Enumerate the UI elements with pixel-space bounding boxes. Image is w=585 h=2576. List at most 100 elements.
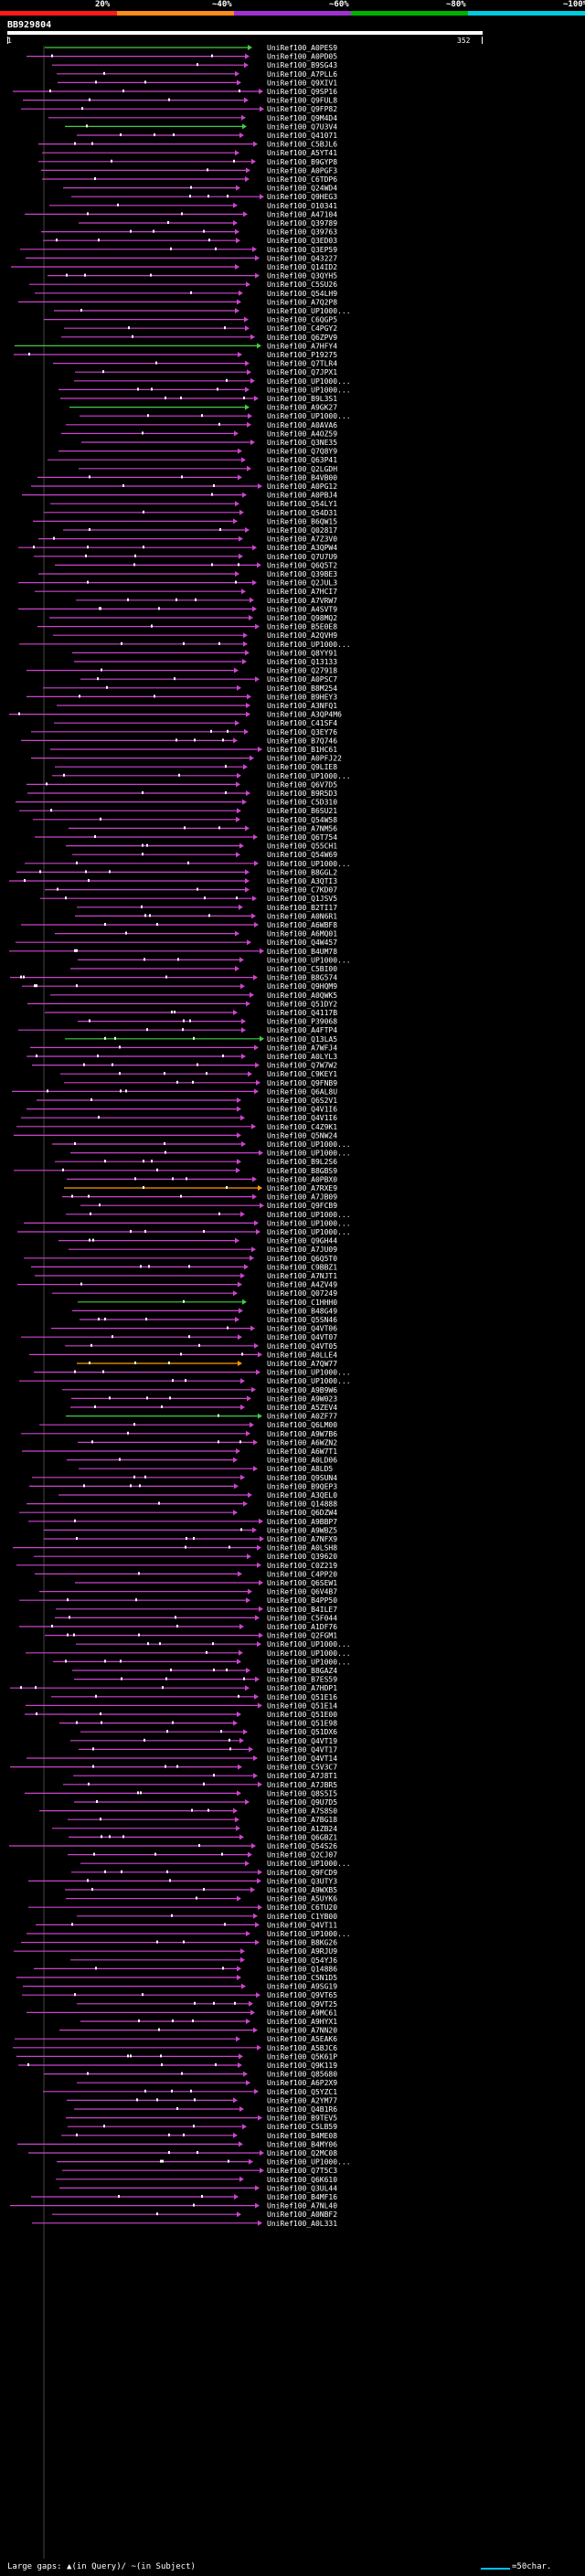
hit-label[interactable]: UniRef100_C6TU20 — [267, 1903, 337, 1912]
hit-row[interactable]: UniRef100_A7BG18 — [68, 1816, 337, 1824]
hit-label[interactable]: UniRef100_UP1000... — [267, 1228, 351, 1236]
hit-row[interactable]: UniRef100_Q9SUN4 — [32, 1474, 337, 1482]
hit-label[interactable]: UniRef100_C6QGP5 — [267, 316, 337, 324]
hit-row[interactable]: UniRef100_Q41071 — [77, 132, 337, 140]
hit-row[interactable]: UniRef100_A6WZN2 — [78, 1438, 337, 1447]
hit-label[interactable]: UniRef100_C6TDP6 — [267, 175, 337, 184]
hit-label[interactable]: UniRef100_B48G49 — [267, 1307, 337, 1315]
hit-label[interactable]: UniRef100_Q7JPX1 — [267, 368, 337, 376]
hit-label[interactable]: UniRef100_B9R5D3 — [267, 790, 337, 798]
hit-label[interactable]: UniRef100_Q85680 — [267, 2071, 337, 2079]
hit-row[interactable]: UniRef100_A5YT41 — [42, 149, 337, 157]
hit-label[interactable]: UniRef100_UP1000... — [267, 1860, 351, 1868]
hit-row[interactable]: UniRef100_B9HEY3 — [27, 693, 337, 701]
hit-row[interactable]: UniRef100_A3QTI3 — [9, 877, 337, 885]
hit-row[interactable]: UniRef100_Q9HEG3 — [71, 193, 337, 201]
hit-label[interactable]: UniRef100_B4MF16 — [267, 2193, 337, 2201]
hit-label[interactable]: UniRef100_Q4VT17 — [267, 1745, 337, 1754]
hit-label[interactable]: UniRef100_C9KEY1 — [267, 1070, 337, 1078]
hit-label[interactable]: UniRef100_Q55CH1 — [267, 843, 337, 851]
hit-row[interactable]: UniRef100_B9QEP3 — [29, 1482, 337, 1490]
hit-label[interactable]: UniRef100_A7HFY4 — [267, 342, 337, 350]
hit-label[interactable]: UniRef100_Q51E00 — [267, 1711, 337, 1719]
hit-label[interactable]: UniRef100_A7QW77 — [267, 1360, 337, 1368]
hit-label[interactable]: UniRef100_A7PLL6 — [267, 70, 337, 79]
hit-label[interactable]: UniRef100_Q6GBZ1 — [267, 1833, 337, 1841]
hit-label[interactable]: UniRef100_Q9HEG3 — [267, 193, 337, 201]
hit-label[interactable]: UniRef100_Q9M4D4 — [267, 114, 337, 122]
hit-label[interactable]: UniRef100_A2QVH9 — [267, 631, 337, 640]
hit-row[interactable]: UniRef100_C9KEY1 — [60, 1070, 337, 1078]
hit-label[interactable]: UniRef100_Q7U7U9 — [267, 553, 337, 561]
hit-label[interactable]: UniRef100_A4SVT9 — [267, 605, 337, 613]
hit-row[interactable]: UniRef100_UP1000... — [27, 1930, 351, 1938]
hit-row[interactable]: UniRef100_Q4VT05 — [65, 1342, 337, 1351]
hit-label[interactable]: UniRef100_Q6K610 — [267, 2176, 337, 2184]
hit-row[interactable]: UniRef100_Q3NE35 — [81, 439, 337, 447]
hit-row[interactable]: UniRef100_Q98MQ2 — [49, 614, 337, 622]
hit-row[interactable]: UniRef100_Q51E98 — [59, 1720, 337, 1728]
hit-row[interactable]: UniRef100_C5D310 — [16, 799, 337, 807]
hit-label[interactable]: UniRef100_A7J8T1 — [267, 1772, 337, 1780]
hit-label[interactable]: UniRef100_Q2CJ07 — [267, 1851, 337, 1860]
hit-row[interactable]: UniRef100_A7PLL6 — [57, 70, 337, 79]
hit-label[interactable]: UniRef100_C4PGY2 — [267, 324, 337, 333]
hit-label[interactable]: UniRef100_A5EAK6 — [267, 2035, 337, 2043]
hit-label[interactable]: UniRef100_UP1000... — [267, 1377, 351, 1385]
hit-row[interactable]: UniRef100_Q2CJ07 — [68, 1851, 337, 1860]
hit-label[interactable]: UniRef100_A3NFQ1 — [267, 702, 337, 710]
hit-row[interactable]: UniRef100_A1ZB24 — [52, 1825, 337, 1833]
hit-label[interactable]: UniRef100_A6W7T1 — [267, 1447, 337, 1456]
hit-row[interactable]: UniRef100_Q6Q5T2 — [55, 561, 337, 569]
hit-row[interactable]: UniRef100_C6QGP5 — [44, 316, 337, 324]
hit-label[interactable]: UniRef100_UP1000... — [267, 2158, 351, 2167]
hit-row[interactable]: UniRef100_A0QWK5 — [50, 991, 337, 1000]
hit-row[interactable]: UniRef100_B9L2S6 — [55, 1158, 337, 1166]
hit-row[interactable]: UniRef100_Q39BE3 — [38, 570, 337, 578]
hit-row[interactable]: UniRef100_C5N1D5 — [16, 1974, 337, 1982]
hit-label[interactable]: UniRef100_A9HYX1 — [267, 2018, 337, 2026]
hit-label[interactable]: UniRef100_Q5K61P — [267, 2052, 337, 2061]
hit-row[interactable]: UniRef100_Q51E16 — [51, 1693, 337, 1701]
hit-row[interactable]: UniRef100_A0LD06 — [67, 1457, 337, 1465]
hit-label[interactable]: UniRef100_Q2LGDH — [267, 465, 337, 473]
hit-row[interactable]: UniRef100_A7HCI7 — [35, 588, 337, 596]
hit-row[interactable]: UniRef100_O10341 — [49, 202, 337, 210]
hit-label[interactable]: UniRef100_A7JBR5 — [267, 1781, 337, 1789]
hit-label[interactable]: UniRef100_UP1000... — [267, 412, 351, 420]
hit-row[interactable]: UniRef100_Q13LA5 — [65, 1035, 337, 1044]
hit-label[interactable]: UniRef100_Q5NW24 — [267, 1131, 337, 1140]
hit-label[interactable]: UniRef100_A9MC61 — [267, 2009, 337, 2017]
hit-row[interactable]: UniRef100_A7NN20 — [59, 2027, 337, 2035]
hit-row[interactable]: UniRef100_A3QP4M6 — [9, 711, 342, 719]
hit-row[interactable]: UniRef100_A7J8T1 — [73, 1772, 337, 1780]
hit-row[interactable]: UniRef100_A7NL40 — [10, 2202, 337, 2210]
hit-row[interactable]: UniRef100_C5BI00 — [70, 965, 337, 973]
hit-row[interactable]: UniRef100_A8LD5 — [79, 1465, 333, 1473]
hit-row[interactable]: UniRef100_A9RJU9 — [14, 1947, 337, 1956]
hit-label[interactable]: UniRef100_Q9FNB9 — [267, 1079, 337, 1087]
hit-row[interactable]: UniRef100_A47104 — [25, 210, 337, 218]
hit-row[interactable]: UniRef100_Q7U3V4 — [65, 122, 337, 131]
hit-label[interactable]: UniRef100_B9L3S1 — [267, 395, 337, 403]
hit-row[interactable]: UniRef100_B8M254 — [43, 684, 337, 693]
hit-label[interactable]: UniRef100_B4UM78 — [267, 948, 337, 956]
hit-row[interactable]: UniRef100_B4UM78 — [9, 948, 337, 956]
hit-row[interactable]: UniRef100_A6MQ01 — [55, 930, 337, 938]
hit-label[interactable]: UniRef100_B8GAZ4 — [267, 1667, 337, 1675]
hit-label[interactable]: UniRef100_C4PP20 — [267, 1570, 337, 1578]
hit-label[interactable]: UniRef100_C7KD07 — [267, 886, 337, 895]
hit-label[interactable]: UniRef100_Q9FP82 — [267, 105, 337, 113]
hit-label[interactable]: UniRef100_Q13LA5 — [267, 1035, 337, 1044]
hit-row[interactable]: UniRef100_P39068 — [78, 1018, 337, 1026]
hit-row[interactable]: UniRef100_Q39620 — [34, 1553, 337, 1561]
hit-row[interactable]: UniRef100_Q3ED03 — [43, 237, 337, 245]
hit-label[interactable]: UniRef100_A7JB09 — [267, 1193, 337, 1202]
hit-label[interactable]: UniRef100_UP1000... — [267, 307, 351, 315]
hit-row[interactable]: UniRef100_Q4VT19 — [70, 1737, 337, 1745]
hit-label[interactable]: UniRef100_C5F044 — [267, 1614, 337, 1622]
hit-label[interactable]: UniRef100_Q27918 — [267, 667, 337, 675]
hit-label[interactable]: UniRef100_P19275 — [267, 351, 337, 359]
hit-row[interactable]: UniRef100_Q6Q5T0 — [24, 1255, 337, 1263]
hit-label[interactable]: UniRef100_UP1000... — [267, 1369, 351, 1377]
